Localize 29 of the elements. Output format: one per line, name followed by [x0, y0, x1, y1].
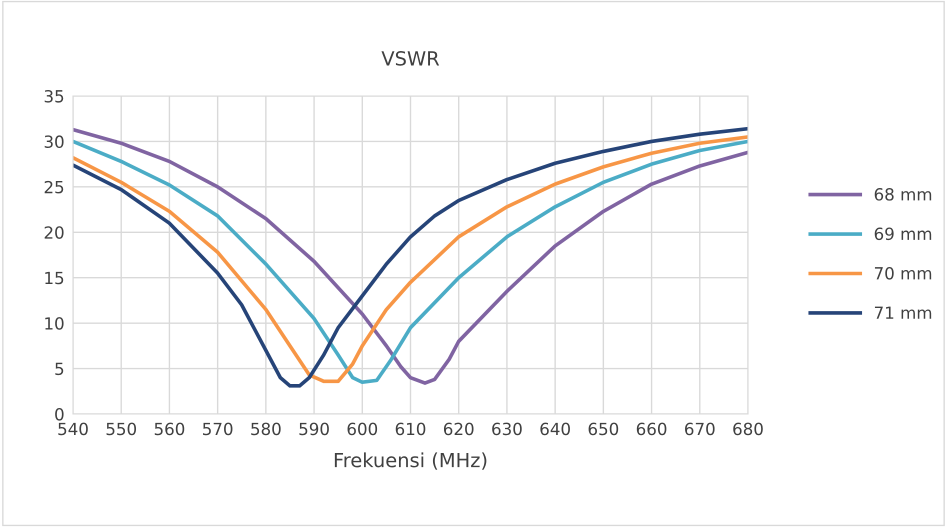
x-axis-title: Frekuensi (MHz) — [334, 452, 486, 470]
x-tick-label: 580 — [251, 422, 281, 436]
x-tick-label: 640 — [540, 422, 570, 436]
legend-label: 68 mm — [874, 188, 932, 201]
x-tick-label: 620 — [444, 422, 474, 436]
x-tick-label: 590 — [299, 422, 329, 436]
x-tick-label: 550 — [106, 422, 136, 436]
y-tick-label: 30 — [44, 135, 64, 148]
x-tick-label: 600 — [348, 422, 378, 436]
y-tick-label: 0 — [55, 408, 64, 421]
y-tick-label: 5 — [55, 362, 64, 376]
y-tick-label: 20 — [44, 226, 64, 239]
y-tick-label: 10 — [45, 317, 64, 330]
x-tick-label: 560 — [154, 422, 184, 436]
y-tick-label: 15 — [45, 272, 64, 284]
x-tick-label: 610 — [396, 422, 426, 436]
y-tick-label: 25 — [44, 180, 64, 194]
x-tick-label: 680 — [733, 422, 763, 436]
chart-title: VSWR — [381, 51, 440, 66]
x-tick-label: 540 — [58, 422, 88, 436]
legend-label: 70 mm — [874, 266, 932, 280]
x-tick-label: 630 — [492, 422, 522, 436]
legend-label: 69 mm — [874, 227, 932, 240]
y-tick-label: 35 — [44, 90, 64, 103]
x-tick-label: 570 — [203, 422, 232, 436]
x-tick-label: 660 — [636, 422, 666, 436]
legend-label: 71 mm — [874, 306, 932, 319]
x-tick-label: 670 — [685, 422, 715, 436]
x-tick-label: 650 — [588, 422, 618, 436]
